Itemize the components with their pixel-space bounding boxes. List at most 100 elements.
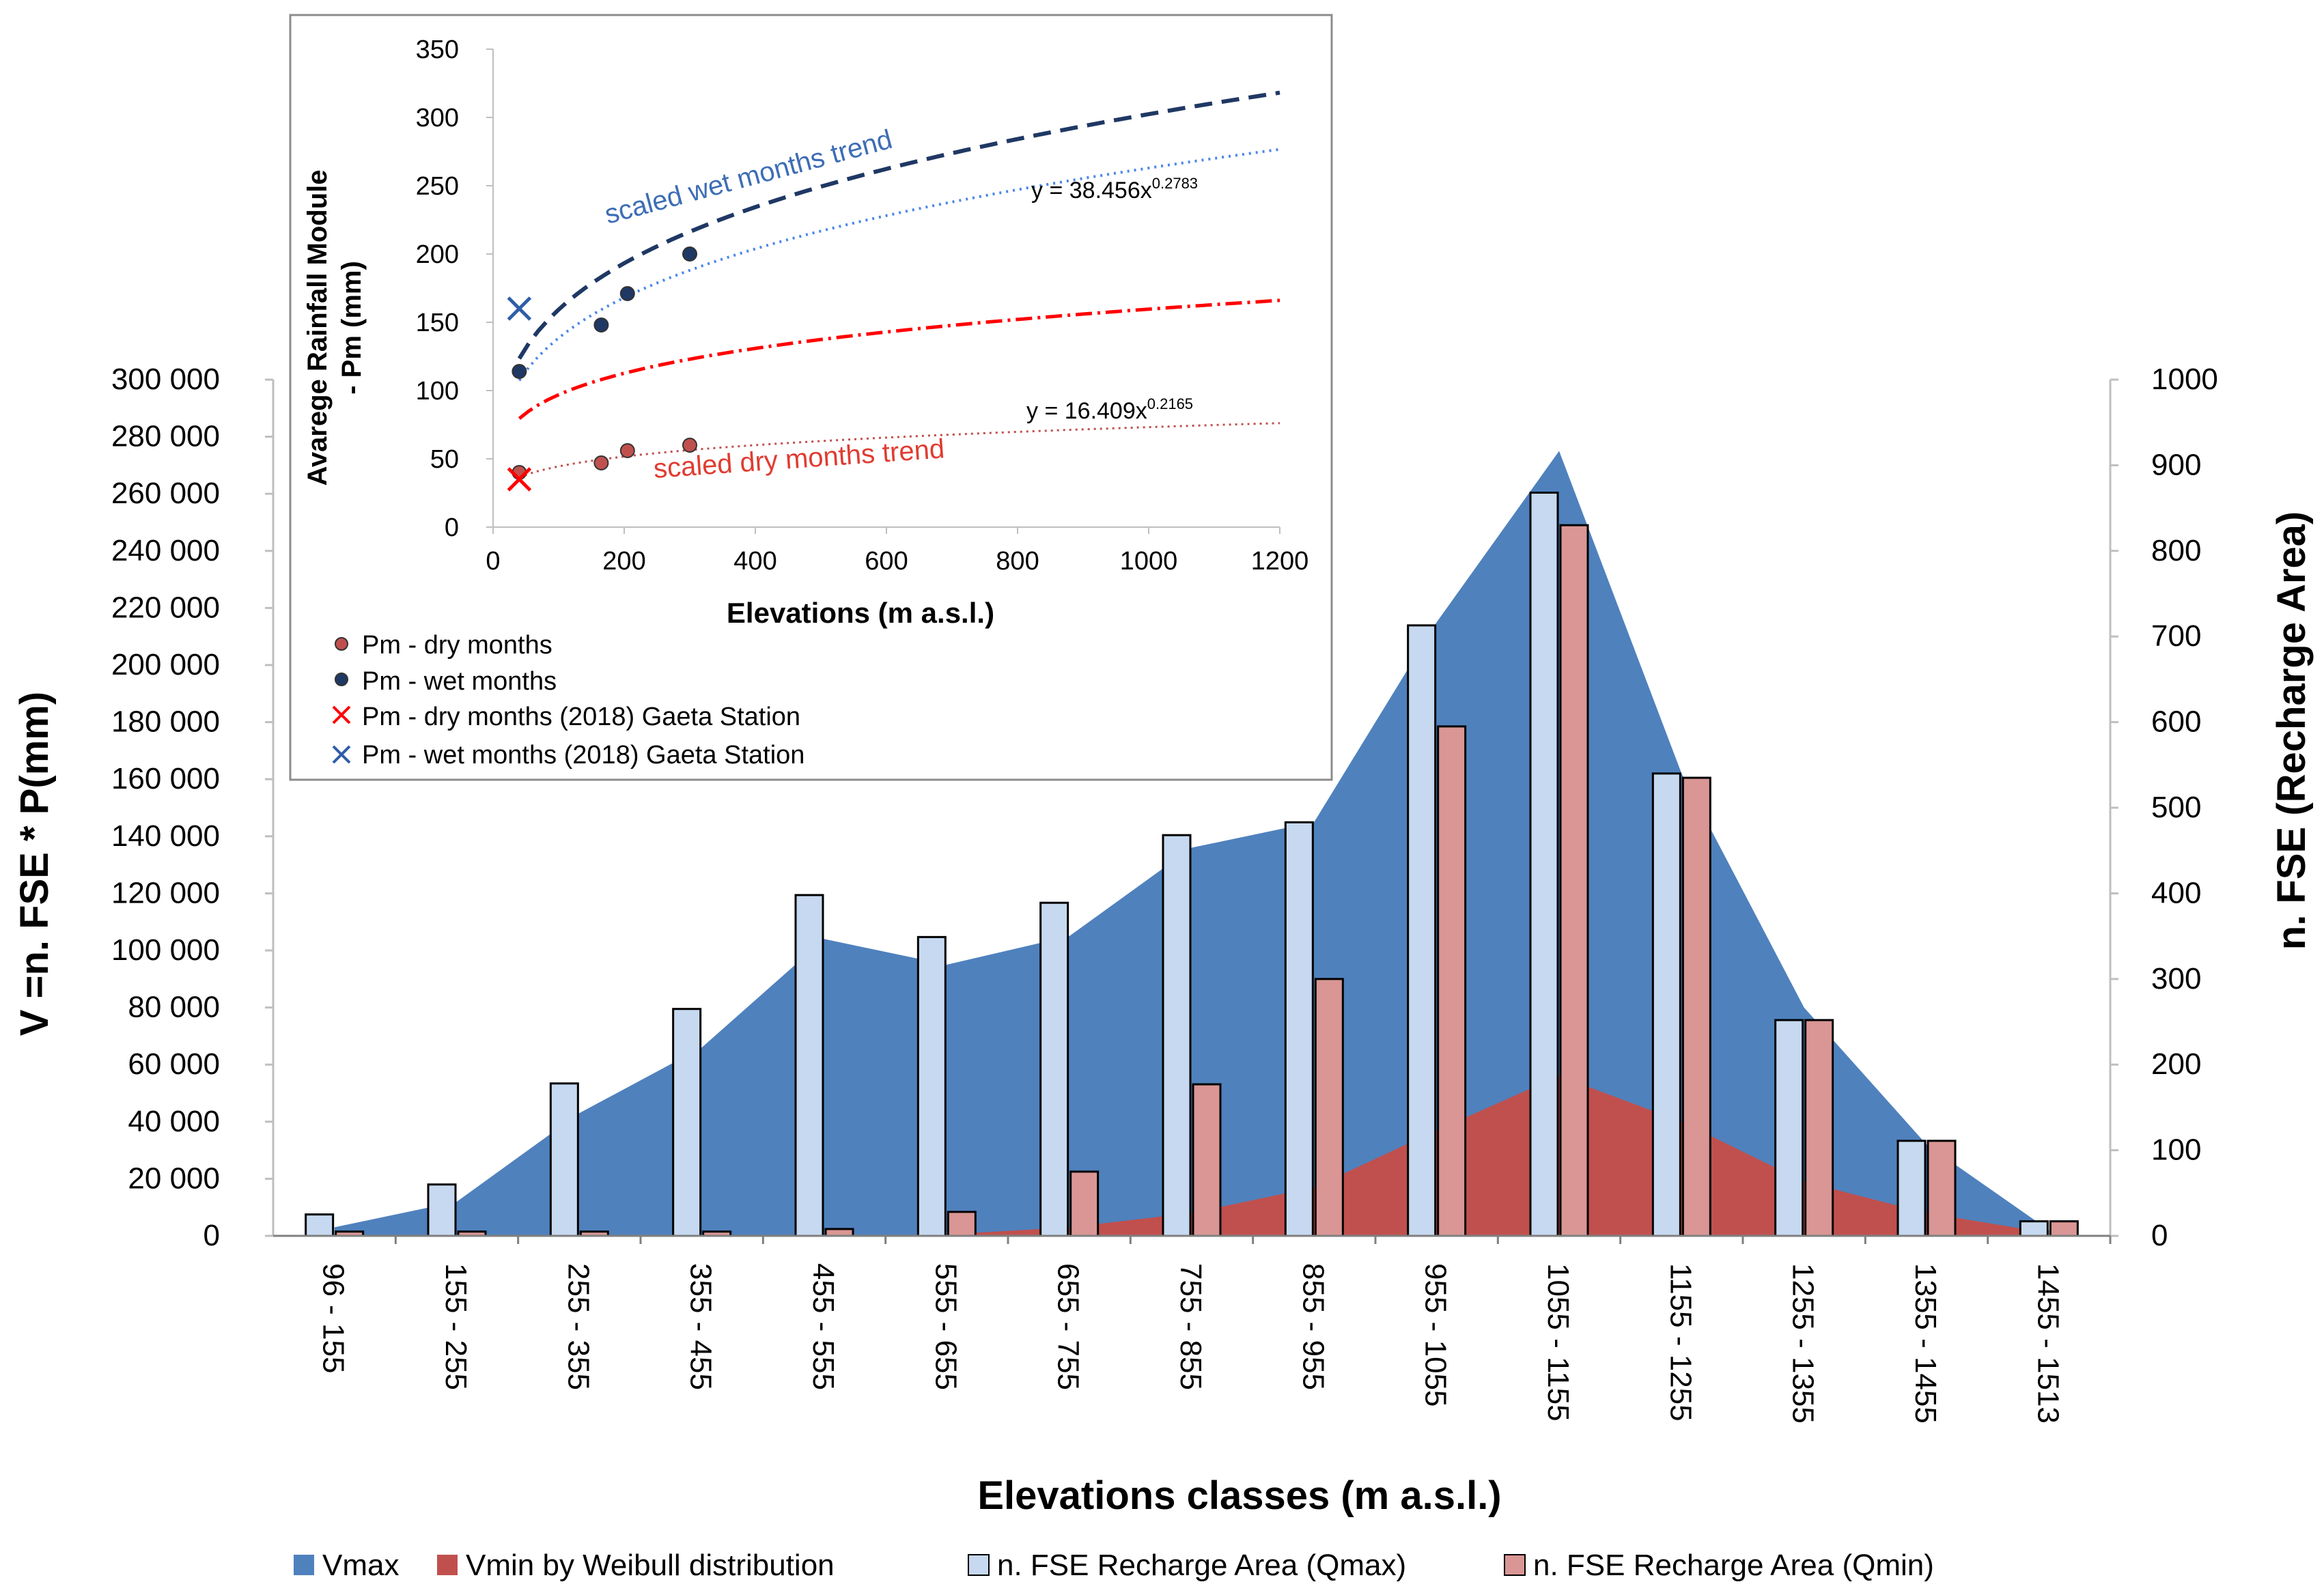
main-y-right-title: n. FSE (Recharge Area): [2269, 511, 2314, 950]
inset-frame: [289, 14, 1333, 781]
y-left-tick-label: 200 000: [111, 648, 220, 681]
area-vmin: [334, 1075, 2049, 1236]
x-category-label: 1455 - 1513: [2031, 1263, 2064, 1424]
dry-power-trendline: [518, 422, 1280, 479]
inset-chart: 0 50 100 150 200 250 300 350 0 200 400 600 800 1000 12…: [289, 14, 1333, 781]
y-right-tick-label: 1000: [2151, 363, 2218, 396]
y-left-tick-label: 240 000: [111, 534, 220, 567]
bar-qmax-9: [1407, 624, 1437, 1237]
bar-qmin-8: [1314, 978, 1344, 1237]
x-category-label: 355 - 455: [684, 1263, 718, 1390]
x-category-label: 955 - 1055: [1419, 1263, 1453, 1407]
wet-point: [512, 364, 527, 379]
main-x-title: Elevations classes (m a.s.l.): [977, 1473, 1501, 1518]
x-category-label: 1055 - 1155: [1541, 1263, 1575, 1422]
equation-dry: y = 16.409x0.2165: [1026, 395, 1193, 424]
bar-qmin-9: [1437, 725, 1467, 1237]
inset-x-tick-label: 800: [996, 547, 1039, 576]
inset-y-tick-label: 0: [445, 513, 459, 542]
x-category-label: 655 - 755: [1052, 1263, 1085, 1390]
legend-label-qmin: n. FSE Recharge Area (Qmin): [1533, 1549, 1934, 1582]
wet-power-trendline: [518, 147, 1280, 382]
y-right-tick-label: 700: [2151, 619, 2201, 653]
inset-plot: 0 50 100 150 200 250 300 350 0 200 400 600 800 1000 12…: [416, 36, 1309, 576]
inset-y-tick-label: 300: [416, 104, 459, 132]
legend-swatch-vmax: [294, 1555, 314, 1575]
inset-y-tick-label: 150: [416, 309, 459, 337]
equation-dry-base: y = 16.409x: [1026, 398, 1147, 424]
inset-x-tick-label: 1200: [1251, 547, 1309, 576]
y-left-tick-label: 180 000: [111, 705, 220, 739]
bar-qmax-10: [1529, 492, 1559, 1237]
legend-marker-wet-dot: [335, 673, 348, 686]
wet-station-marker: [507, 296, 532, 321]
bar-qmax-3: [672, 1008, 702, 1237]
bar-qmax-4: [794, 894, 824, 1237]
bar-qmin-12: [1804, 1019, 1834, 1237]
legend-swatch-qmax: [968, 1554, 990, 1576]
inset-x-tick-label: 1000: [1120, 547, 1178, 576]
y-right-tick-label: 800: [2151, 534, 2201, 567]
inset-y-tick-label: 350: [416, 36, 459, 64]
legend-label-vmax: Vmax: [322, 1549, 399, 1582]
inset-x-tick-label: 400: [733, 547, 776, 576]
wet-scaled-trend: [517, 90, 1280, 360]
legend-label-wet: Pm - wet months: [362, 667, 557, 696]
y-left-tick-label: 220 000: [111, 591, 220, 624]
legend-swatch-qmin: [1504, 1554, 1526, 1576]
y-left-tick-label: 160 000: [111, 762, 220, 795]
inset-x-title: Elevations (m a.s.l.): [727, 597, 994, 629]
bar-qmax-1: [427, 1183, 457, 1237]
bar-qmax-7: [1162, 834, 1192, 1237]
x-category-label: 1155 - 1255: [1664, 1263, 1697, 1422]
bar-qmin-7: [1192, 1083, 1222, 1237]
bar-qmax-8: [1284, 821, 1314, 1237]
inset-legend: Pm - dry months Pm - wet months Pm - dry…: [332, 631, 804, 770]
wet-point: [619, 286, 635, 301]
y-left-tick-label: 260 000: [111, 477, 220, 510]
legend-label-wet-station: Pm - wet months (2018) Gaeta Station: [362, 741, 804, 770]
equation-wet-base: y = 38.456x: [1031, 178, 1152, 203]
legend-marker-wet-x: [332, 745, 351, 764]
legend-marker-dry-x: [332, 705, 351, 724]
main-legend: Vmax Vmin by Weibull distribution n. FSE…: [294, 1549, 1934, 1582]
wet-point: [682, 246, 697, 262]
bar-qmin-4: [824, 1228, 854, 1237]
y-left-tick-label: 0: [204, 1219, 220, 1252]
x-category-label: 1255 - 1355: [1787, 1263, 1820, 1424]
y-left-tick-label: 120 000: [111, 876, 220, 909]
equation-dry-exponent: 0.2165: [1147, 395, 1193, 412]
main-y-left-title: V =n. FSE * P(mm): [12, 692, 57, 1036]
x-category-label: 1355 - 1455: [1909, 1263, 1942, 1424]
bar-qmin-10: [1559, 524, 1589, 1237]
inset-y-title-line1: Avarege Rainfall Module: [303, 169, 333, 485]
x-category-label: 455 - 555: [807, 1263, 840, 1390]
bar-qmax-13: [1896, 1140, 1927, 1237]
inset-y-tick-label: 100: [416, 377, 459, 406]
dry-point: [619, 443, 635, 458]
equation-wet: y = 38.456x0.2783: [1031, 175, 1198, 203]
inset-x-tick-label: 600: [865, 547, 908, 576]
y-left-tick-label: 300 000: [111, 363, 220, 396]
y-left-tick-label: 100 000: [111, 933, 220, 967]
bar-qmax-2: [549, 1082, 579, 1237]
y-left-tick-label: 80 000: [128, 991, 220, 1024]
y-right-tick-label: 300: [2151, 962, 2201, 996]
y-right-tick-label: 400: [2151, 876, 2201, 909]
y-right-tick-label: 900: [2151, 448, 2201, 481]
x-category-label: 855 - 955: [1296, 1263, 1330, 1390]
inset-y-tick-label: 50: [430, 445, 459, 474]
inset-y-tick-label: 200: [416, 240, 459, 269]
bar-qmax-5: [916, 935, 947, 1237]
x-category-label: 255 - 355: [561, 1263, 595, 1390]
bar-qmin-6: [1069, 1170, 1100, 1237]
area-vmax: [334, 451, 2049, 1236]
y-right-tick-label: 500: [2151, 791, 2201, 824]
bar-qmax-0: [305, 1213, 335, 1237]
inset-y-tick-label: 250: [416, 172, 459, 201]
bar-qmax-12: [1774, 1019, 1804, 1237]
inset-x-tick-label: 200: [602, 547, 645, 576]
bar-qmin-13: [1927, 1140, 1957, 1237]
